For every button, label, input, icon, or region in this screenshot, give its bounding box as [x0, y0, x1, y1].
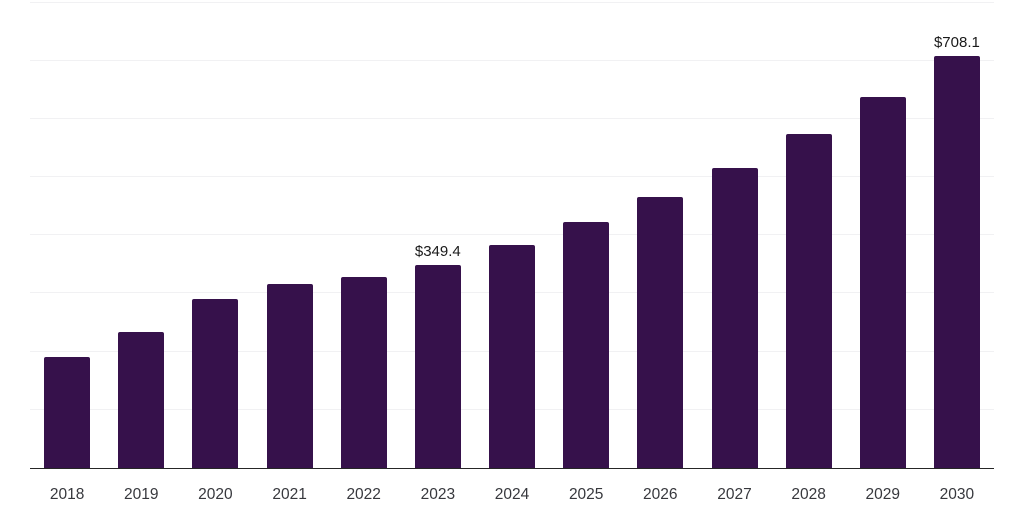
bar-2025: [563, 221, 610, 468]
bar-2023: [414, 264, 461, 468]
bar-2029: [859, 96, 906, 468]
x-tick-label-2026: 2026: [643, 486, 678, 503]
x-tick-label-2024: 2024: [494, 486, 530, 503]
x-tick-label-2029: 2029: [865, 486, 901, 503]
bar-2018: [44, 356, 91, 468]
gridline-700: [30, 59, 994, 61]
bar-2022: [340, 277, 387, 468]
x-tick-label-2028: 2028: [791, 486, 826, 503]
bar-2021: [266, 283, 313, 468]
bar-2030: [933, 56, 980, 468]
bar-value-label-2023: $349.4: [414, 242, 461, 260]
x-tick-label-2021: 2021: [272, 486, 307, 503]
gridline-500: [30, 176, 994, 178]
x-tick-label-2027: 2027: [717, 486, 752, 503]
x-tick-label-2023: 2023: [420, 486, 456, 503]
gridline-600: [30, 117, 994, 119]
x-tick-label-2019: 2019: [124, 486, 159, 503]
bar-2028: [785, 134, 832, 468]
bar-2024: [489, 245, 535, 468]
bar-2026: [637, 196, 684, 468]
x-tick-label-2030: 2030: [939, 486, 975, 503]
bar-value-label-2030: $708.1: [933, 34, 980, 51]
gridline-400: [30, 234, 994, 236]
x-axis: 2018 2019 2020 2021 2022 2023 2024 2025 2026 2027…: [30, 469, 994, 512]
x-tick-label-2022: 2022: [346, 486, 381, 503]
bar-2020: [192, 299, 239, 468]
bar-2019: [118, 331, 165, 468]
x-tick-label-2025: 2025: [568, 486, 604, 503]
plot-area: $349.4 $708.1: [30, 0, 994, 469]
x-tick-label-2020: 2020: [198, 486, 233, 503]
bar-2027: [711, 168, 758, 468]
gridline-800: [30, 1, 994, 3]
x-tick-label-2018: 2018: [49, 486, 85, 503]
